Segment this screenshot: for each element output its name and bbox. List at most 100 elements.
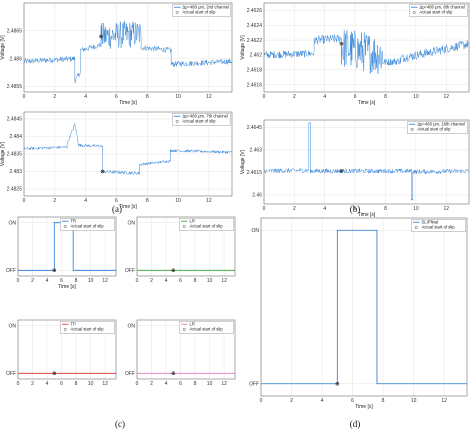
legend-entry: Actual start of slip: [182, 119, 216, 124]
plot-frame: [17, 216, 117, 277]
x-tick-label: 10: [88, 278, 94, 284]
legend-marker: [63, 327, 67, 331]
series-line: [24, 21, 232, 83]
y-tick-label: ON: [9, 220, 17, 226]
chart-a2: 0 2 4 6 8 10 12 2.4825 2.483 2.4835 2.484 2.4845 Tim…: [0, 111, 233, 210]
legend-marker: [412, 10, 416, 14]
x-tick-label: 12: [206, 198, 212, 204]
plot-area: [264, 120, 469, 204]
y-tick-label: 2.486: [9, 56, 22, 62]
x-tick-label: 2: [31, 381, 34, 387]
y-tick-label: 2.4855: [7, 84, 23, 90]
slip-start-marker: [100, 169, 105, 174]
x-tick-label: 4: [46, 381, 49, 387]
x-axis-label: Time [s]: [119, 204, 137, 210]
slip-start-marker: [99, 34, 103, 39]
y-tick-label: 2.462: [249, 53, 262, 59]
legend-marker: [410, 127, 414, 131]
y-tick-label: 2.46: [252, 193, 262, 199]
plot-frame: [17, 319, 117, 380]
y-tick-label: 2.4615: [247, 170, 263, 176]
y-tick-label: 2.4645: [247, 125, 263, 131]
x-tick-label: 12: [206, 94, 212, 100]
legend-entry: Actual start of slip: [182, 10, 216, 15]
x-tick-label: 0: [17, 278, 20, 284]
legend-entry: LR: [190, 322, 195, 327]
y-tick-label: 2.4622: [247, 38, 263, 44]
x-tick-label: 8: [384, 94, 387, 100]
series-line: [264, 121, 469, 201]
legend-entry: TR: [71, 219, 77, 224]
plot-frame: [260, 217, 468, 397]
x-tick-label: 0: [17, 381, 20, 387]
y-tick-label: OFF: [6, 371, 16, 377]
x-tick-label: 12: [443, 94, 449, 100]
y-tick-label: 2.4845: [7, 117, 23, 123]
legend-entry: Δp=480 μm, 16th channel: [417, 122, 465, 127]
x-axis-label: Time [s]: [119, 100, 137, 106]
x-tick-label: 6: [179, 381, 182, 387]
x-tick-label: 8: [146, 94, 149, 100]
x-tick-label: 8: [382, 398, 385, 404]
x-tick-label: 0: [260, 398, 263, 404]
slip-start-marker: [339, 169, 344, 173]
y-tick-label: 2.4835: [7, 152, 23, 158]
series-line: [261, 229, 467, 385]
x-tick-label: 4: [165, 381, 168, 387]
x-tick-label: 6: [115, 94, 118, 100]
legend-marker: [414, 225, 418, 229]
plot-frame: [136, 319, 236, 380]
x-tick-label: 8: [75, 278, 78, 284]
chart-b1: 0 2 4 6 8 10 12 2.4616 2.4618 2.462 2.4622 2.4624 2.…: [240, 2, 470, 106]
x-tick-label: 6: [179, 278, 182, 284]
x-tick-label: 10: [411, 398, 417, 404]
y-tick-label: ON: [128, 323, 136, 329]
plot-frame: [23, 111, 233, 197]
x-tick-label: 2: [293, 94, 296, 100]
x-tick-label: 2: [53, 198, 56, 204]
y-tick-label: 2.4624: [247, 23, 263, 29]
x-tick-label: 2: [293, 206, 296, 212]
y-tick-label: 2.4616: [247, 82, 263, 88]
legend-marker: [63, 224, 67, 228]
panel-label-b: (b): [350, 204, 361, 214]
x-tick-label: 6: [60, 381, 63, 387]
legend-entry: SLIPfinal: [422, 220, 439, 225]
plot-frame: [136, 216, 236, 277]
y-tick-label: OFF: [125, 268, 135, 274]
legend-marker: [175, 10, 179, 14]
slip-start-marker: [52, 371, 57, 376]
x-tick-label: 12: [441, 398, 447, 404]
legend-entry: Δp=480 μm, 2nd channel: [182, 5, 229, 10]
x-tick-label: 0: [136, 278, 139, 284]
legend-entry: Actual start of slip: [71, 224, 105, 229]
x-tick-label: 6: [115, 198, 118, 204]
x-tick-label: 8: [146, 198, 149, 204]
y-tick-label: ON: [128, 220, 136, 226]
x-tick-label: 10: [413, 206, 419, 212]
x-axis-label: Time [s]: [58, 284, 76, 290]
slip-start-marker: [52, 268, 57, 273]
y-tick-label: 2.4626: [247, 8, 263, 14]
x-tick-label: 2: [290, 398, 293, 404]
x-tick-label: 8: [384, 206, 387, 212]
plot-area: [264, 3, 469, 92]
x-tick-label: 4: [323, 94, 326, 100]
plot-area: [261, 218, 467, 396]
legend-marker: [182, 327, 186, 331]
x-tick-label: 6: [351, 398, 354, 404]
x-tick-label: 6: [60, 278, 63, 284]
legend-entry: Actual start of slip: [190, 327, 224, 332]
plot-frame: [23, 2, 233, 93]
x-tick-label: 8: [194, 381, 197, 387]
y-axis-label: Voltage [V]: [0, 35, 6, 60]
legend-entry: Actual start of slip: [422, 225, 456, 230]
x-tick-label: 4: [323, 206, 326, 212]
